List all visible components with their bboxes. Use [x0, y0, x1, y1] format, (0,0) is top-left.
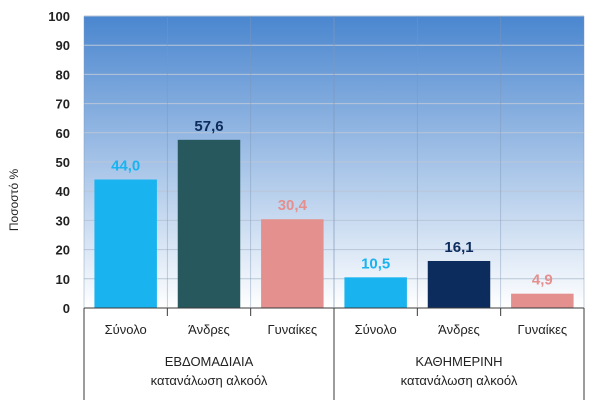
group-label: ΚΑΘΗΜΕΡΙΝΗ — [415, 354, 502, 369]
bar — [94, 179, 157, 308]
bar-value-label: 4,9 — [532, 272, 553, 289]
group-label: κατανάλωση αλκοόλ — [151, 373, 268, 388]
bar-value-label: 16,1 — [444, 239, 473, 256]
y-tick-label: 90 — [56, 38, 70, 53]
category-label: Γυναίκες — [267, 322, 317, 337]
y-tick-label: 40 — [56, 184, 70, 199]
bar-value-label: 44,0 — [111, 158, 140, 175]
bar — [344, 277, 407, 308]
category-label: Άνδρες — [438, 322, 480, 337]
group-label: κατανάλωση αλκοόλ — [401, 373, 518, 388]
category-label: Σύνολο — [355, 322, 397, 337]
y-tick-label: 80 — [56, 67, 70, 82]
y-tick-label: 100 — [48, 9, 70, 24]
y-tick-label: 0 — [63, 301, 70, 316]
y-axis-label: Ποσοστό % — [7, 169, 21, 232]
y-tick-label: 70 — [56, 97, 70, 112]
bar-value-label: 30,4 — [278, 197, 308, 214]
category-label: Σύνολο — [105, 322, 147, 337]
bar — [427, 260, 491, 308]
category-label: Άνδρες — [188, 322, 230, 337]
bar — [511, 293, 574, 308]
bar-value-label: 57,6 — [194, 118, 223, 135]
bar — [177, 139, 241, 308]
y-tick-label: 20 — [56, 243, 70, 258]
bars — [94, 139, 574, 308]
y-axis-ticks: 0 10 20 30 40 50 60 70 80 90 100 — [48, 9, 70, 316]
y-tick-label: 30 — [56, 213, 70, 228]
group-label: ΕΒΔΟΜΑΔΙΑΙΑ — [165, 354, 254, 369]
bar-value-label: 10,5 — [361, 255, 390, 272]
y-tick-label: 60 — [56, 126, 70, 141]
category-label: Γυναίκες — [517, 322, 567, 337]
bar — [261, 219, 324, 308]
axes — [83, 16, 585, 400]
y-tick-label: 10 — [56, 272, 70, 287]
y-tick-label: 50 — [56, 155, 70, 170]
labels: 44,0 Σύνολο 57,6 Άνδρες 30,4 Γυναίκες ΕΒΔΟΜΑΔΙ… — [105, 118, 568, 388]
